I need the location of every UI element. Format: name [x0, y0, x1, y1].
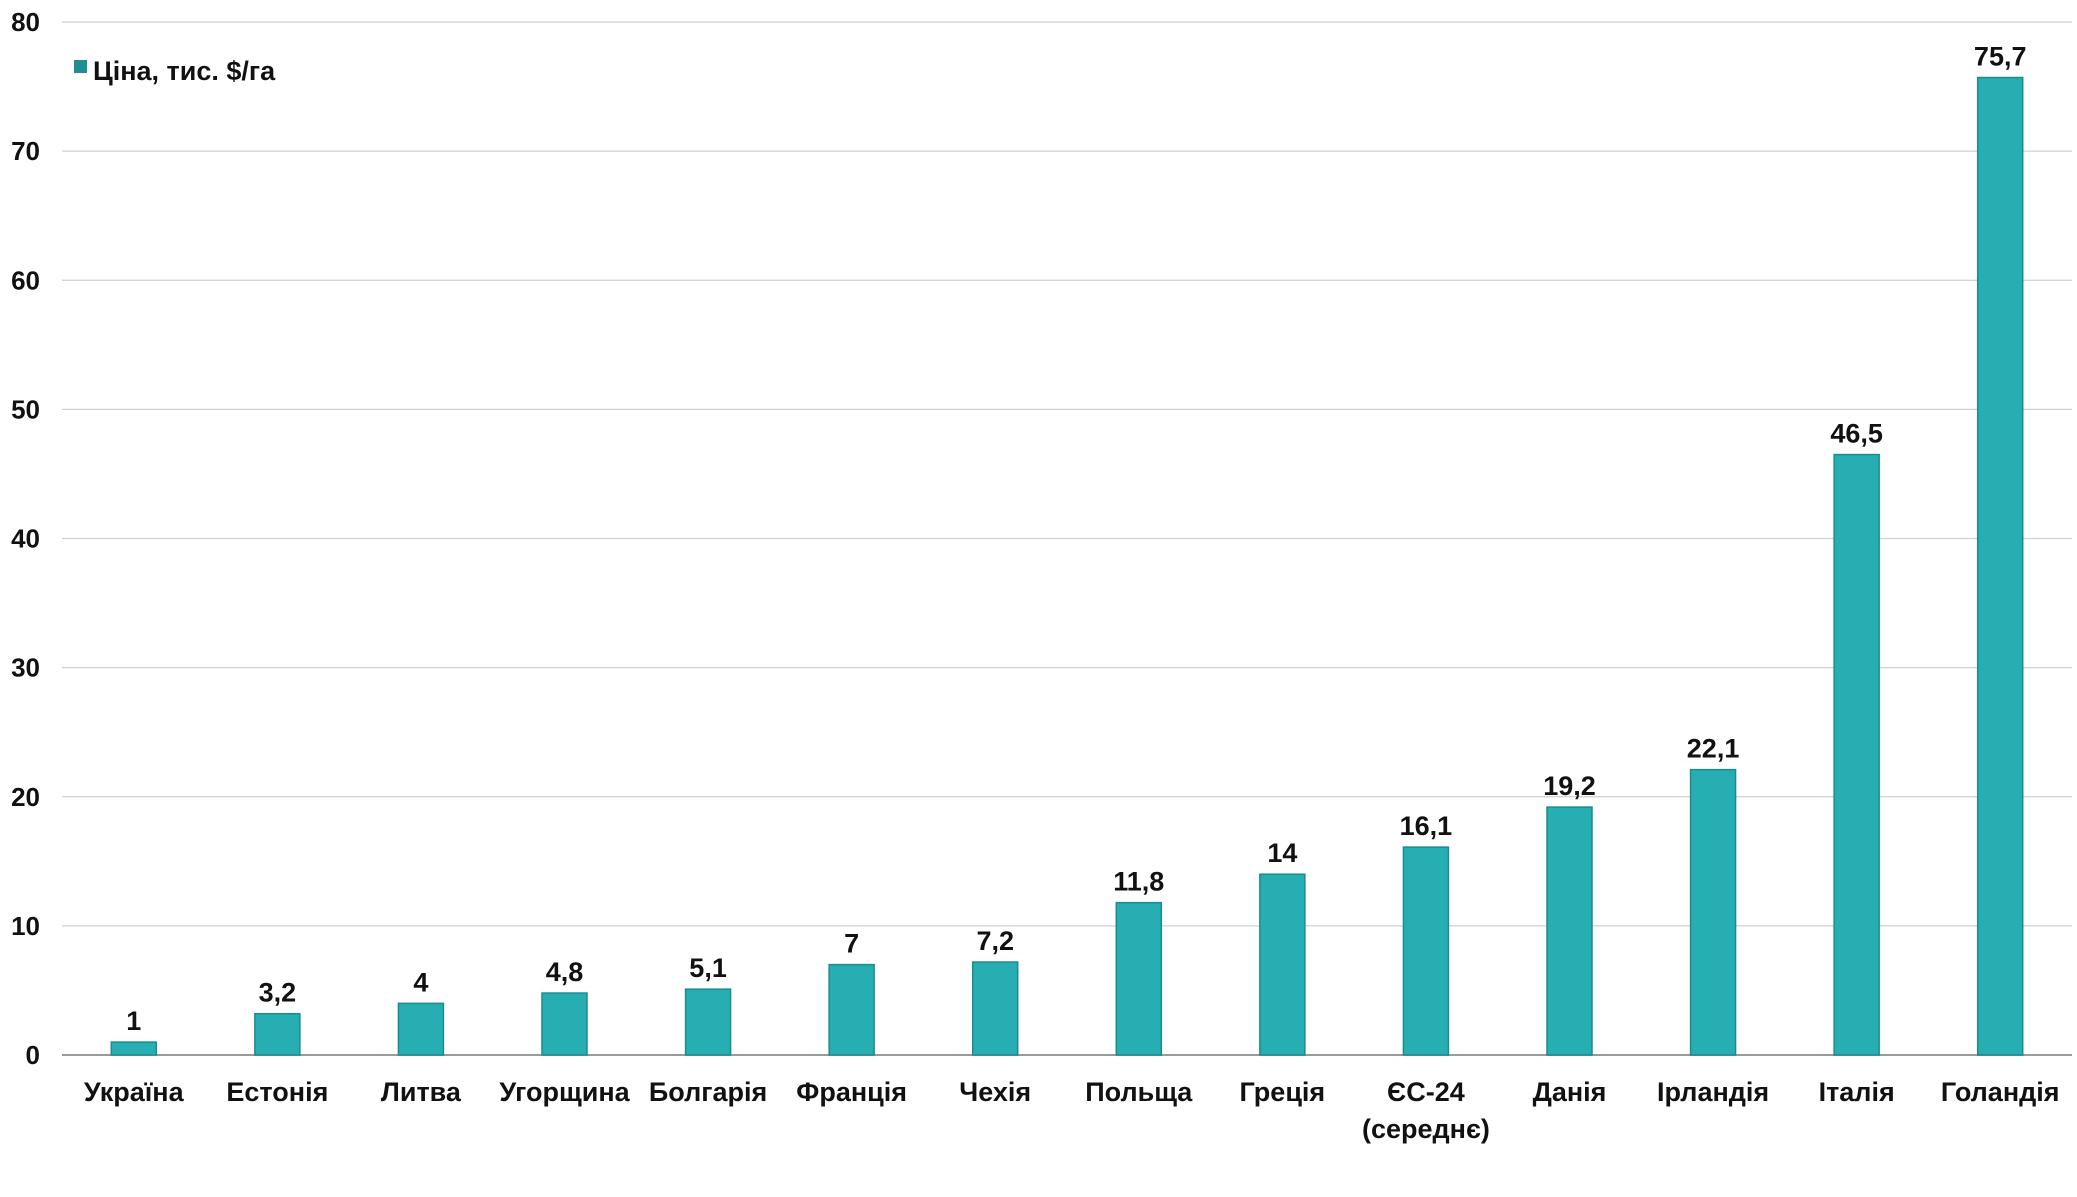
- data-label: 14: [1267, 838, 1297, 868]
- data-label: 3,2: [259, 978, 297, 1008]
- bar: [1115, 901, 1163, 1056]
- data-label: 5,1: [689, 953, 727, 983]
- x-tick-label: Болгарія: [649, 1077, 767, 1107]
- y-tick-label: 70: [11, 136, 40, 166]
- data-label: 1: [126, 1006, 141, 1036]
- data-label: 16,1: [1400, 811, 1453, 841]
- y-tick-label: 20: [11, 782, 40, 812]
- x-tick-label: Чехія: [959, 1077, 1031, 1107]
- y-tick-label: 80: [11, 7, 40, 37]
- legend-label: Ціна, тис. $/га: [93, 56, 276, 86]
- x-tick-label: Естонія: [226, 1077, 328, 1107]
- x-tick-label: Голандія: [1941, 1077, 2060, 1107]
- x-tick-label: Франція: [796, 1077, 907, 1107]
- bar: [254, 1012, 301, 1056]
- data-label: 7,2: [976, 926, 1014, 956]
- y-tick-label: 40: [11, 524, 40, 554]
- data-label: 4,8: [546, 957, 584, 987]
- y-tick-label: 10: [11, 911, 40, 941]
- bar: [971, 961, 1019, 1056]
- x-tick-label: Україна: [84, 1077, 185, 1107]
- bar: [397, 1002, 445, 1056]
- data-label: 19,2: [1543, 771, 1596, 801]
- x-tick-label: Угорщина: [499, 1077, 630, 1107]
- y-axis-ticks: 0 10 20 30 40 50 60 70 80: [11, 7, 40, 1070]
- gridlines: [62, 21, 2072, 1056]
- bar: [541, 992, 588, 1056]
- data-label: 22,1: [1687, 734, 1740, 764]
- bar: [1546, 806, 1593, 1056]
- y-tick-label: 30: [11, 653, 40, 683]
- legend: Ціна, тис. $/га: [74, 56, 276, 86]
- bar: [1402, 846, 1450, 1056]
- data-label: 75,7: [1974, 42, 2027, 72]
- x-tick-label: Данія: [1533, 1077, 1607, 1107]
- legend-marker: [74, 60, 87, 73]
- data-label: 11,8: [1113, 867, 1164, 897]
- x-tick-label: Греція: [1240, 1077, 1326, 1107]
- x-tick-label: Литва: [381, 1077, 462, 1107]
- value-labels: 1 3,2 4 4,8 5,1 7 7,2 11,8 14 16,1 19,2 22,1 46,5 75,…: [126, 42, 2026, 1037]
- data-label: 4: [413, 967, 428, 997]
- bar: [1833, 453, 1880, 1056]
- y-tick-label: 60: [11, 265, 40, 295]
- x-tick-label: ЄС-24 (середнє): [1362, 1077, 1490, 1144]
- bar: [1976, 76, 2024, 1056]
- bar: [1689, 768, 1737, 1056]
- bar: [684, 988, 732, 1056]
- data-label: 7: [844, 929, 859, 959]
- x-axis-ticks: Україна Естонія Литва Угорщина Болгарія Франц…: [84, 1077, 2060, 1144]
- bar: [110, 1041, 158, 1056]
- x-tick-label: Ірландія: [1657, 1077, 1769, 1107]
- bar: [1259, 873, 1306, 1056]
- data-label: 46,5: [1830, 419, 1883, 449]
- x-tick-label: Італія: [1819, 1077, 1895, 1107]
- bar: [828, 963, 875, 1056]
- x-tick-label: Польща: [1085, 1077, 1193, 1107]
- y-tick-label: 50: [11, 394, 40, 424]
- bars: [110, 76, 2024, 1056]
- y-tick-label: 0: [26, 1040, 40, 1070]
